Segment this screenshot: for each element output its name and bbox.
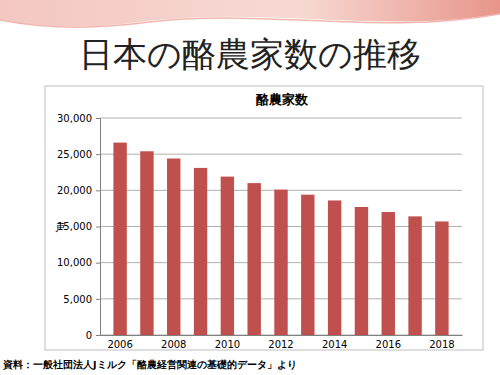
tick: 2018 [429,339,454,350]
tick-mark [96,190,100,191]
tick: 2012 [268,339,293,350]
grid-line [100,154,462,155]
bars [113,143,448,335]
tick: 30,000 [57,113,100,124]
bar [328,200,341,335]
slide: 日本の酪農家数の推移酪農家数05,00010,00015,00020,00025… [0,0,500,375]
tick: 0 [86,330,100,341]
tick-mark [96,335,100,336]
tick: 5,000 [63,294,100,305]
y-axis-title: 戸 [55,222,65,233]
bar [274,190,287,335]
tick-label: 25,000 [57,149,92,160]
chart-frame [45,86,483,350]
tick: 2016 [376,339,401,350]
tick-label: 20,000 [57,185,92,196]
tick-label: 2014 [322,339,347,350]
tick-mark [96,154,100,155]
bar [408,216,421,335]
chart-title: 酪農家数 [256,92,309,107]
tick-label: 2012 [268,339,293,350]
decoration [0,14,500,27]
tick-label: 30,000 [57,113,92,124]
bar [194,168,207,335]
tick-label: 2018 [429,339,454,350]
tick: 2008 [161,339,186,350]
axis-line [96,119,101,336]
bar [167,159,180,335]
tick: 2010 [215,339,240,350]
tick: 20,000 [57,185,100,196]
bar [382,212,395,335]
tick: 2014 [322,339,347,350]
background [0,0,500,375]
tick-mark [96,227,100,228]
tick: 10,000 [57,257,100,268]
axis-line [101,335,463,336]
bar [221,177,234,335]
tick-label: 2010 [215,339,240,350]
bar [247,183,260,335]
bar [140,151,153,335]
tick-mark [96,299,100,300]
tick-label: 2008 [161,339,186,350]
tick-label: 2016 [376,339,401,350]
bar [355,207,368,335]
x-axis: 2006 2008 2010 2012 2014 2016 2018 [101,336,463,351]
tick-mark [96,263,100,264]
tick-label: 0 [86,330,92,341]
grid-line [100,118,462,119]
decoration [0,0,500,26]
bar [113,143,126,335]
tick: 2006 [107,339,132,350]
tick-label: 5,000 [63,294,92,305]
tick: 25,000 [57,149,100,160]
tick-label: 2006 [107,339,132,350]
tick-label: 10,000 [57,257,92,268]
tick-mark [96,118,100,119]
source-note: 資料：一般社団法人Jミルク「酪農経営関連の基礎的データ」より [2,359,297,371]
bar [301,195,314,335]
grid [100,118,462,335]
slide-title: 日本の酪農家数の推移 [79,34,421,74]
bar [435,221,448,335]
